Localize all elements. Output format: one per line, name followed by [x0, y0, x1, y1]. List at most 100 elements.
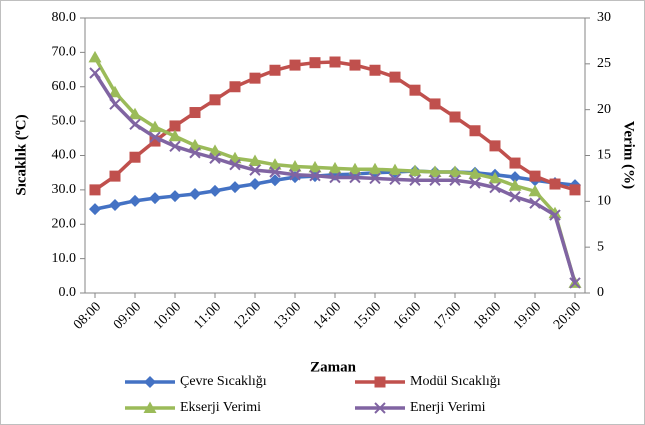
marker: [289, 169, 301, 181]
marker: [429, 174, 441, 186]
marker: [349, 171, 361, 184]
marker: [329, 171, 341, 184]
marker: [468, 167, 482, 179]
x-axis-title: Zaman: [310, 359, 357, 375]
marker: [169, 140, 181, 153]
legend-label: Modül Sıcaklığı: [410, 374, 501, 389]
y-axis-title: Sıcaklık (ºC): [13, 114, 29, 195]
marker: [108, 85, 122, 98]
marker: [129, 194, 141, 207]
marker: [208, 144, 222, 156]
marker: [389, 71, 401, 83]
marker: [309, 57, 321, 69]
marker: [388, 163, 402, 176]
marker: [249, 72, 261, 84]
marker: [309, 169, 321, 182]
y-tick-label: 70.0: [52, 45, 77, 60]
marker: [129, 118, 141, 131]
marker: [509, 191, 521, 203]
marker: [449, 174, 461, 186]
marker: [248, 154, 262, 166]
y2-axis-title: Verim (%): [621, 121, 637, 189]
y2-tick-label: 5: [597, 239, 604, 254]
marker: [409, 84, 421, 96]
marker: [489, 181, 501, 194]
marker: [188, 138, 202, 151]
marker: [143, 401, 157, 413]
marker: [249, 178, 261, 191]
legend-label: Çevre Sıcaklığı: [180, 374, 267, 389]
marker: [149, 131, 161, 143]
marker: [209, 184, 221, 197]
marker: [169, 120, 181, 132]
marker: [549, 178, 561, 190]
y-tick-label: 50.0: [52, 113, 77, 128]
marker: [374, 402, 386, 414]
marker: [109, 98, 121, 110]
marker: [129, 151, 141, 163]
marker: [168, 129, 182, 142]
y2-tick-label: 20: [597, 102, 611, 117]
marker: [189, 147, 201, 159]
marker: [89, 67, 101, 79]
marker: [229, 158, 241, 171]
marker: [529, 197, 541, 209]
marker: [329, 56, 341, 68]
y2-tick-label: 25: [597, 56, 611, 71]
marker: [348, 162, 362, 175]
marker: [308, 160, 322, 173]
marker: [389, 173, 401, 186]
marker: [88, 50, 102, 63]
marker: [569, 184, 581, 196]
marker: [249, 164, 261, 176]
y-tick-label: 40.0: [52, 148, 77, 163]
legend-label: Enerji Verimi: [410, 400, 486, 415]
marker: [89, 184, 101, 196]
marker: [209, 94, 221, 106]
marker: [269, 174, 281, 187]
marker: [288, 160, 302, 172]
marker: [149, 192, 161, 205]
y-tick-label: 60.0: [52, 79, 77, 94]
marker: [548, 206, 562, 219]
marker: [149, 135, 161, 147]
marker: [428, 165, 442, 177]
marker: [269, 64, 281, 76]
marker: [89, 203, 101, 216]
marker: [509, 171, 521, 184]
marker: [109, 199, 121, 211]
marker: [268, 158, 282, 170]
marker: [469, 177, 481, 189]
marker: [328, 161, 342, 174]
marker: [229, 81, 241, 93]
y-tick-label: 20.0: [52, 216, 77, 231]
marker: [549, 209, 561, 221]
marker: [429, 98, 441, 110]
y2-tick-label: 10: [597, 194, 611, 209]
marker: [509, 157, 521, 169]
marker: [448, 165, 462, 177]
marker: [528, 184, 542, 197]
marker: [189, 107, 201, 119]
y2-tick-label: 0: [597, 285, 604, 300]
marker: [169, 190, 181, 203]
marker: [148, 120, 162, 133]
marker: [369, 172, 381, 185]
marker: [469, 125, 481, 137]
marker: [369, 64, 381, 76]
marker: [109, 170, 121, 182]
marker: [374, 376, 386, 388]
marker: [289, 59, 301, 71]
marker: [529, 170, 541, 182]
marker: [229, 181, 241, 194]
marker: [449, 111, 461, 123]
marker: [144, 376, 156, 388]
y-tick-label: 80.0: [52, 10, 77, 25]
y-tick-label: 30.0: [52, 182, 77, 197]
marker: [349, 59, 361, 71]
legend-label: Ekserji Verimi: [180, 400, 261, 415]
marker: [488, 171, 502, 184]
marker: [368, 162, 382, 175]
